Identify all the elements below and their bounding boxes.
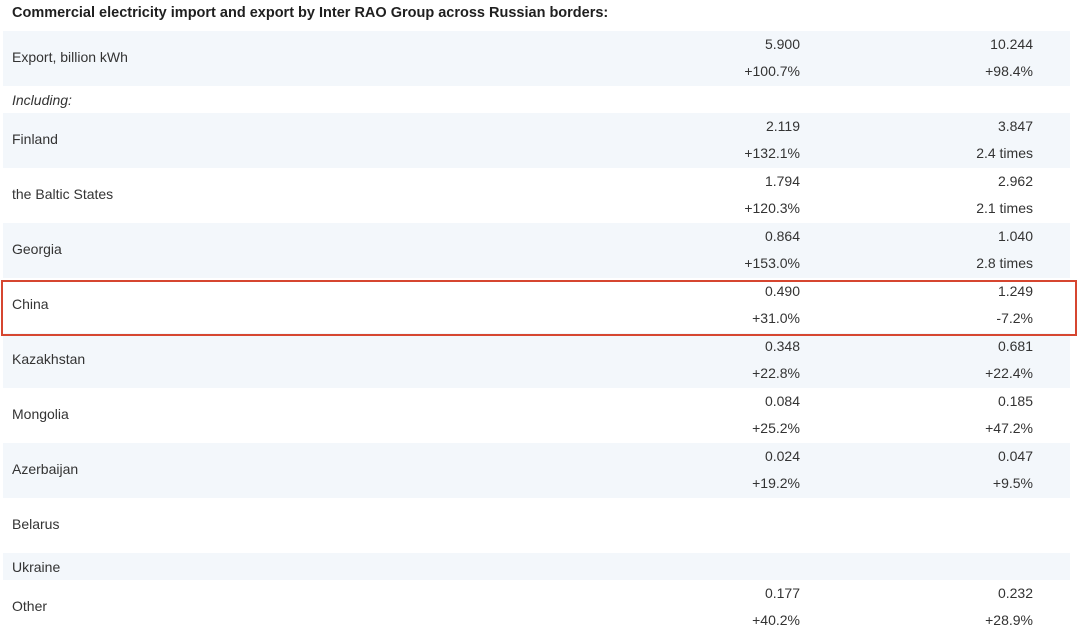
value-period-2: 1.249: [997, 283, 1033, 299]
value-period-1: 0.864: [764, 228, 800, 244]
change-period-2: +98.4%: [985, 63, 1033, 79]
table-row-ukraine: Ukraine: [3, 553, 1070, 580]
value-period-2: 10.244: [990, 36, 1033, 52]
value-period-1: 1.794: [764, 173, 800, 189]
change-period-1: +40.2%: [752, 612, 800, 628]
value-period-1: 0.084: [764, 393, 800, 409]
value-period-1: 5.900: [764, 36, 800, 52]
change-period-1: +153.0%: [744, 255, 800, 271]
table-row-baltic-states: the Baltic States 1.794 +120.3% 2.962 2.…: [3, 168, 1070, 223]
value-period-2: 3.847: [997, 118, 1033, 134]
table-row-china: China 0.490 +31.0% 1.249 -7.2%: [3, 278, 1070, 333]
value-period-1: 0.348: [764, 338, 800, 354]
value-period-1: 0.490: [764, 283, 800, 299]
row-label: the Baltic States: [12, 186, 114, 202]
change-period-2: 2.4 times: [976, 145, 1033, 161]
table-row-georgia: Georgia 0.864 +153.0% 1.040 2.8 times: [3, 223, 1070, 278]
change-period-2: 2.1 times: [976, 200, 1033, 216]
value-period-1: 0.024: [764, 448, 800, 464]
change-period-1: +19.2%: [752, 475, 800, 491]
row-label: Mongolia: [12, 406, 69, 422]
row-label: Including:: [12, 92, 72, 108]
row-label: Export, billion kWh: [12, 49, 128, 65]
table-row-azerbaijan: Azerbaijan 0.024 +19.2% 0.047 +9.5%: [3, 443, 1070, 498]
change-period-1: +22.8%: [752, 365, 800, 381]
change-period-2: -7.2%: [996, 310, 1033, 326]
page-title: Commercial electricity import and export…: [12, 5, 609, 21]
value-period-2: 0.681: [997, 338, 1033, 354]
change-period-1: +100.7%: [744, 63, 800, 79]
table-row-including: Including:: [3, 86, 1070, 113]
row-label: Kazakhstan: [12, 351, 86, 367]
value-period-2: 0.185: [997, 393, 1033, 409]
row-label: China: [12, 296, 49, 312]
row-label: Georgia: [12, 241, 62, 257]
change-period-1: +25.2%: [752, 420, 800, 436]
change-period-1: +120.3%: [744, 200, 800, 216]
change-period-2: +22.4%: [985, 365, 1033, 381]
value-period-1: 0.177: [764, 585, 800, 601]
table-row-belarus: Belarus: [3, 498, 1070, 553]
electricity-table: Export, billion kWh 5.900 +100.7% 10.244…: [3, 31, 1070, 635]
value-period-2: 1.040: [997, 228, 1033, 244]
change-period-2: +28.9%: [985, 612, 1033, 628]
change-period-1: +31.0%: [752, 310, 800, 326]
change-period-1: +132.1%: [744, 145, 800, 161]
change-period-2: 2.8 times: [976, 255, 1033, 271]
row-label: Finland: [12, 131, 58, 147]
row-label: Belarus: [12, 516, 60, 532]
row-label: Azerbaijan: [12, 461, 79, 477]
table-row-finland: Finland 2.119 +132.1% 3.847 2.4 times: [3, 113, 1070, 168]
table-row-mongolia: Mongolia 0.084 +25.2% 0.185 +47.2%: [3, 388, 1070, 443]
table-row-kazakhstan: Kazakhstan 0.348 +22.8% 0.681 +22.4%: [3, 333, 1070, 388]
change-period-2: +9.5%: [992, 475, 1033, 491]
value-period-2: 2.962: [997, 173, 1033, 189]
change-period-2: +47.2%: [985, 420, 1033, 436]
value-period-1: 2.119: [766, 118, 800, 134]
value-period-2: 0.232: [997, 585, 1033, 601]
row-label: Ukraine: [12, 559, 61, 575]
row-label: Other: [12, 598, 48, 614]
table-row-other: Other 0.177 +40.2% 0.232 +28.9%: [3, 580, 1070, 635]
value-period-2: 0.047: [997, 448, 1033, 464]
table-row-export: Export, billion kWh 5.900 +100.7% 10.244…: [3, 31, 1070, 86]
